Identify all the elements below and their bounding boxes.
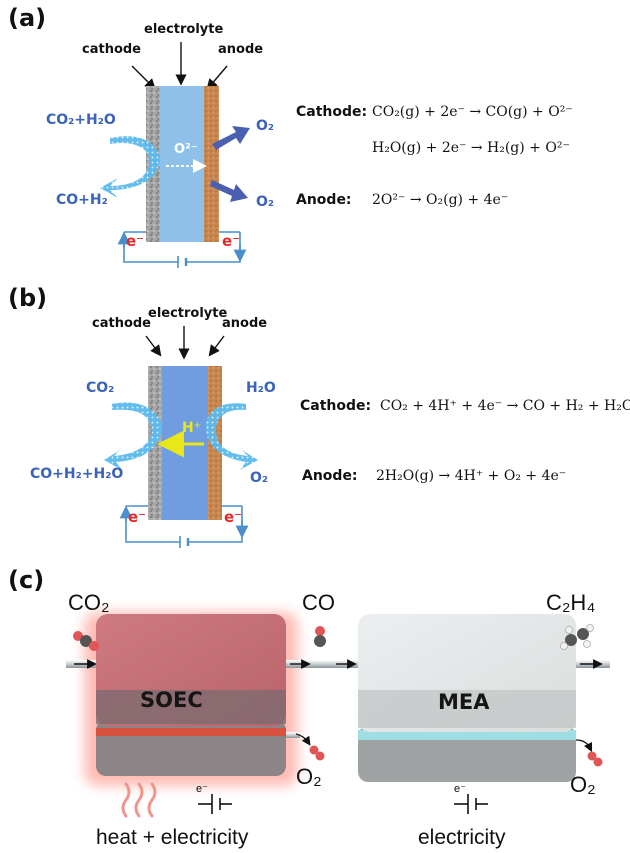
caption-right-c: electricity [418, 826, 506, 849]
mea-label: MEA [438, 690, 490, 714]
electron-label-right-b: e⁻ [224, 508, 243, 526]
soec-front [96, 690, 286, 724]
electron-label-right-a: e⁻ [222, 232, 241, 250]
out-gas-label-b: CO+H₂+H₂O [30, 466, 124, 482]
eq-cathode-b: CO₂ + 4H⁺ + 4e⁻ → CO + H₂ + H₂O [380, 398, 630, 414]
heat-icon [121, 782, 157, 818]
eq-cathode-label-b: Cathode: [300, 398, 372, 414]
cathode-pointer-b [145, 335, 162, 357]
gas-flow-arrow-a [100, 136, 160, 198]
cathode-pointer-a [131, 65, 156, 90]
pipe-middle [286, 660, 368, 668]
co-molecule-icon [314, 626, 326, 647]
panel-a-label: (a) [8, 4, 47, 32]
anode-layer-a [204, 86, 219, 242]
electron-label-right-c: e⁻ [454, 783, 466, 795]
panel-b-label: (b) [8, 284, 48, 312]
middle-gas-label-c: CO [302, 590, 335, 615]
o2-label-top-a: O₂ [256, 118, 275, 134]
mea-layer [358, 730, 576, 740]
gas-flow-arrow-right-b [205, 403, 258, 470]
o2-label-left-c: O₂ [296, 764, 322, 789]
output-gas-label-c: C₂H₄ [546, 590, 596, 615]
out-gas-label-a: CO+H₂ [56, 192, 108, 208]
o2-label-b: O₂ [250, 470, 269, 486]
anode-label-a: anode [218, 42, 264, 57]
electron-label-left-b: e⁻ [128, 508, 147, 526]
electrolyte-label-b: electrolyte [148, 306, 228, 321]
electron-label-left-c: e⁻ [196, 783, 208, 795]
in-gas-label-b: CO₂ [86, 380, 115, 396]
ion-label-a: O²⁻ [174, 142, 198, 157]
o2-label-bottom-a: O₂ [256, 194, 275, 210]
eq-cathode-1-a: CO₂(g) + 2e⁻ → CO(g) + O²⁻ [372, 104, 573, 120]
o2-label-right-c: O₂ [570, 772, 596, 797]
o2-molecule-icon-left [309, 745, 325, 761]
gas-flow-arrow-left-b [104, 402, 162, 470]
eq-anode-label-b: Anode: [302, 468, 358, 484]
input-gas-label-c: CO₂ [68, 590, 110, 615]
o2-arrow-bottom-a [210, 180, 248, 202]
caption-left-c: heat + electricity [96, 826, 249, 849]
eq-anode-label-a: Anode: [296, 192, 352, 208]
electrolyte-label-a: electrolyte [144, 22, 224, 37]
soec-label: SOEC [140, 688, 203, 712]
o2-arrow-right-c [575, 739, 593, 753]
power-source-icon-right [454, 794, 488, 814]
o2-arrow-left-c [295, 733, 311, 746]
eq-cathode-2-a: H₂O(g) + 2e⁻ → H₂(g) + O²⁻ [372, 140, 570, 156]
o2-arrow-top-a [212, 126, 250, 150]
o2-molecule-icon-right [587, 751, 603, 767]
ion-label-b: H⁺ [182, 420, 202, 436]
anode-pointer-b [208, 335, 225, 357]
eq-anode-b: 2H₂O(g) → 4H⁺ + O₂ + 4e⁻ [376, 468, 567, 484]
anode-pointer-a [206, 65, 228, 91]
electrolyte-layer-a [160, 86, 204, 242]
soec-layer [96, 728, 286, 736]
power-source-icon-left [198, 794, 232, 814]
eq-cathode-label-a: Cathode: [296, 104, 368, 120]
eq-anode-a: 2O²⁻ → O₂(g) + 4e⁻ [372, 192, 509, 208]
electron-label-left-a: e⁻ [126, 232, 145, 250]
panel-c-label: (c) [8, 566, 45, 594]
mea-front [358, 690, 576, 728]
wire-right-b [188, 506, 243, 543]
in-gas-label-a: CO₂+H₂O [46, 112, 116, 128]
cathode-label-a: cathode [82, 42, 142, 57]
anode-label-b: anode [222, 316, 268, 331]
in-gas-right-label-b: H₂O [246, 380, 276, 396]
c2h4-molecule-icon [560, 624, 594, 650]
cathode-label-b: cathode [92, 316, 152, 331]
pipe-o2-left [284, 732, 300, 738]
co2-molecule-icon [73, 631, 99, 651]
